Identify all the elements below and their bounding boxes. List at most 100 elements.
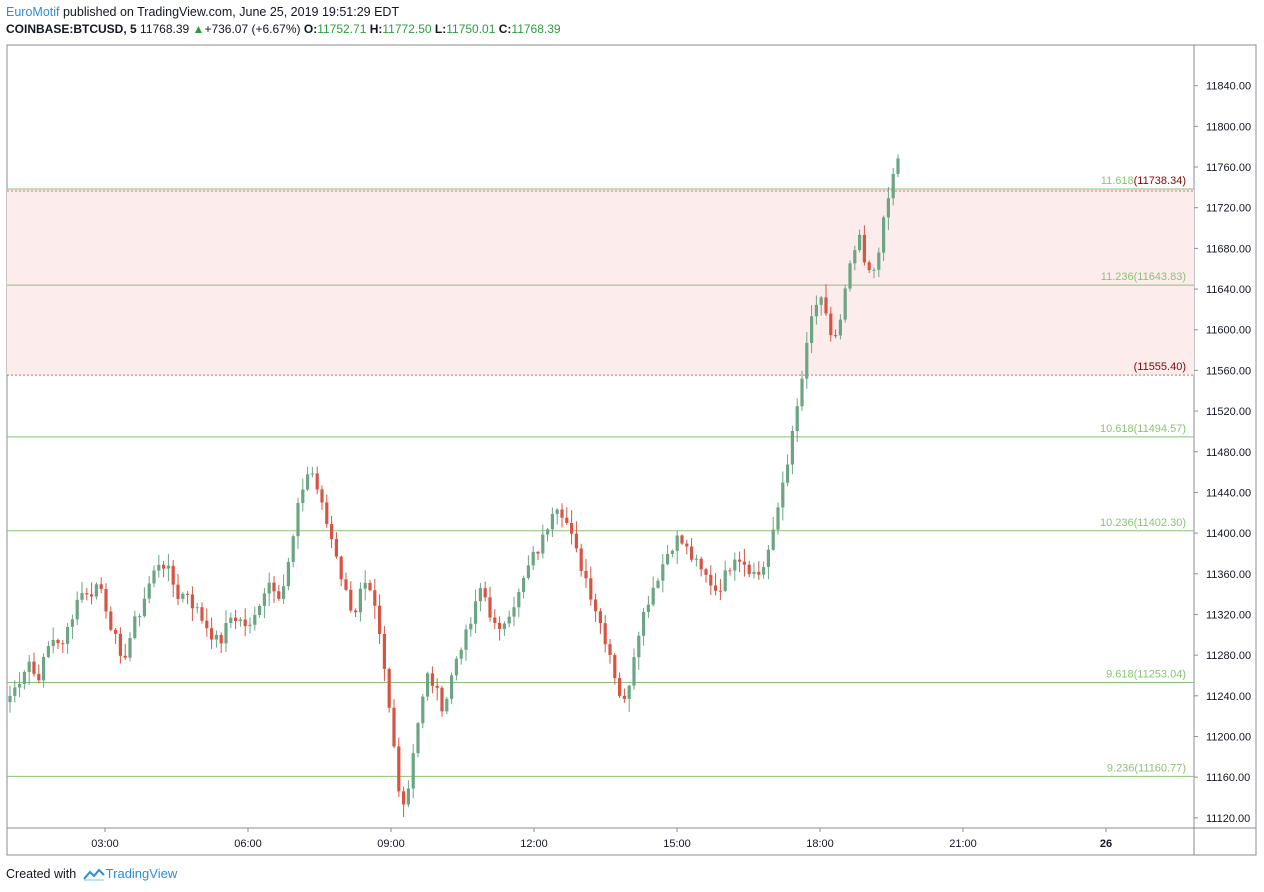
- candle-body: [800, 378, 804, 407]
- candle-body: [882, 217, 886, 253]
- candle-body: [752, 571, 756, 575]
- y-tick-label: 11440.00: [1206, 487, 1251, 499]
- candle-body: [632, 657, 636, 686]
- ohlc-line: COINBASE:BTCUSD, 5 11768.39 ▲+736.07 (+6…: [6, 22, 561, 36]
- candle-body: [838, 319, 842, 336]
- candle-body: [210, 628, 214, 640]
- candle-body: [814, 304, 818, 317]
- candle-body: [181, 593, 185, 599]
- candle-body: [536, 551, 540, 554]
- candle-body: [738, 559, 742, 562]
- candle-body: [421, 696, 425, 724]
- candle-body: [555, 509, 559, 514]
- candle-body: [406, 788, 410, 805]
- candle-body: [517, 591, 521, 608]
- candle-body: [90, 594, 94, 597]
- candle-body: [426, 673, 430, 697]
- tradingview-logo-icon: [82, 868, 105, 881]
- candle-body: [507, 616, 511, 624]
- candle-body: [171, 565, 175, 585]
- candle-body: [781, 482, 785, 508]
- candle-body: [128, 638, 132, 658]
- change-value: +736.07 (+6.67%): [204, 22, 301, 36]
- x-tick-label: 12:00: [520, 838, 548, 850]
- chart-frame: [6, 44, 1257, 856]
- candle-body: [546, 529, 550, 535]
- candle-body: [714, 585, 718, 591]
- candle-body: [646, 604, 650, 612]
- candle-body: [531, 551, 535, 566]
- candle-body: [123, 655, 127, 658]
- candle-body: [579, 548, 583, 571]
- candle-body: [75, 599, 79, 620]
- candle-body: [526, 565, 530, 578]
- candle-body: [512, 607, 516, 617]
- candle-body: [258, 606, 262, 616]
- last-price: 11768.39: [140, 22, 190, 36]
- candle-body: [824, 297, 828, 314]
- candle-body: [757, 571, 761, 575]
- candle-body: [699, 558, 703, 570]
- candle-body: [843, 288, 847, 320]
- candle-body: [344, 579, 348, 590]
- candle-body: [834, 335, 838, 337]
- candle-body: [296, 502, 300, 537]
- candle-body: [109, 611, 113, 630]
- candle-body: [190, 594, 194, 609]
- candle-body: [805, 342, 809, 379]
- candle-body: [238, 619, 242, 622]
- candle-body: [589, 578, 593, 600]
- y-tick-label: 11120.00: [1206, 813, 1250, 825]
- candle-body: [85, 593, 89, 595]
- x-tick-label: 15:00: [663, 838, 691, 850]
- candle-body: [66, 626, 70, 644]
- candle-body: [766, 549, 770, 568]
- candle-body: [584, 570, 588, 579]
- candle-body: [104, 589, 108, 612]
- tradingview-brand[interactable]: TradingView: [105, 866, 178, 881]
- y-tick-label: 11280.00: [1206, 650, 1251, 662]
- candle-body: [387, 668, 391, 708]
- x-tick-label: 26: [1100, 838, 1112, 850]
- x-tick-label: 18:00: [806, 838, 834, 850]
- candle-body: [877, 252, 881, 270]
- candle-body: [819, 297, 823, 305]
- candle-body: [848, 263, 852, 289]
- candle-body: [8, 695, 12, 703]
- candle-body: [166, 565, 170, 569]
- candle-body: [661, 564, 665, 581]
- symbol-label: COINBASE:BTCUSD, 5: [6, 22, 137, 36]
- candle-body: [277, 591, 281, 599]
- close-label: C:: [498, 22, 512, 36]
- x-tick-label: 21:00: [949, 838, 977, 850]
- candle-body: [742, 561, 746, 565]
- candle-body: [627, 685, 631, 699]
- candle-body: [867, 262, 871, 271]
- candle-body: [891, 173, 895, 199]
- author-link[interactable]: EuroMotif: [6, 5, 60, 19]
- candle-body: [138, 616, 142, 618]
- candle-body: [858, 234, 862, 251]
- candle-body: [42, 656, 46, 681]
- level-label-11.236: 11.236(11643.83): [1101, 271, 1186, 283]
- candle-body: [502, 623, 506, 629]
- change-arrow-icon: ▲: [192, 22, 205, 36]
- candle-body: [18, 683, 22, 688]
- x-tick-label: 03:00: [91, 838, 119, 850]
- candle-body: [310, 473, 314, 475]
- candle-body: [709, 574, 713, 586]
- candle-body: [541, 534, 545, 554]
- candle-body: [680, 535, 684, 544]
- candle-body: [416, 723, 420, 754]
- candle-body: [829, 313, 833, 336]
- candle-body: [704, 569, 708, 575]
- candle-body: [651, 587, 655, 605]
- y-tick-label: 11520.00: [1206, 406, 1251, 418]
- level-label-10.236: 10.236(11402.30): [1100, 517, 1186, 529]
- candle-body: [358, 588, 362, 613]
- candle-body: [618, 678, 622, 696]
- candle-body: [382, 633, 386, 669]
- candle-body: [478, 588, 482, 602]
- candle-body: [13, 687, 17, 696]
